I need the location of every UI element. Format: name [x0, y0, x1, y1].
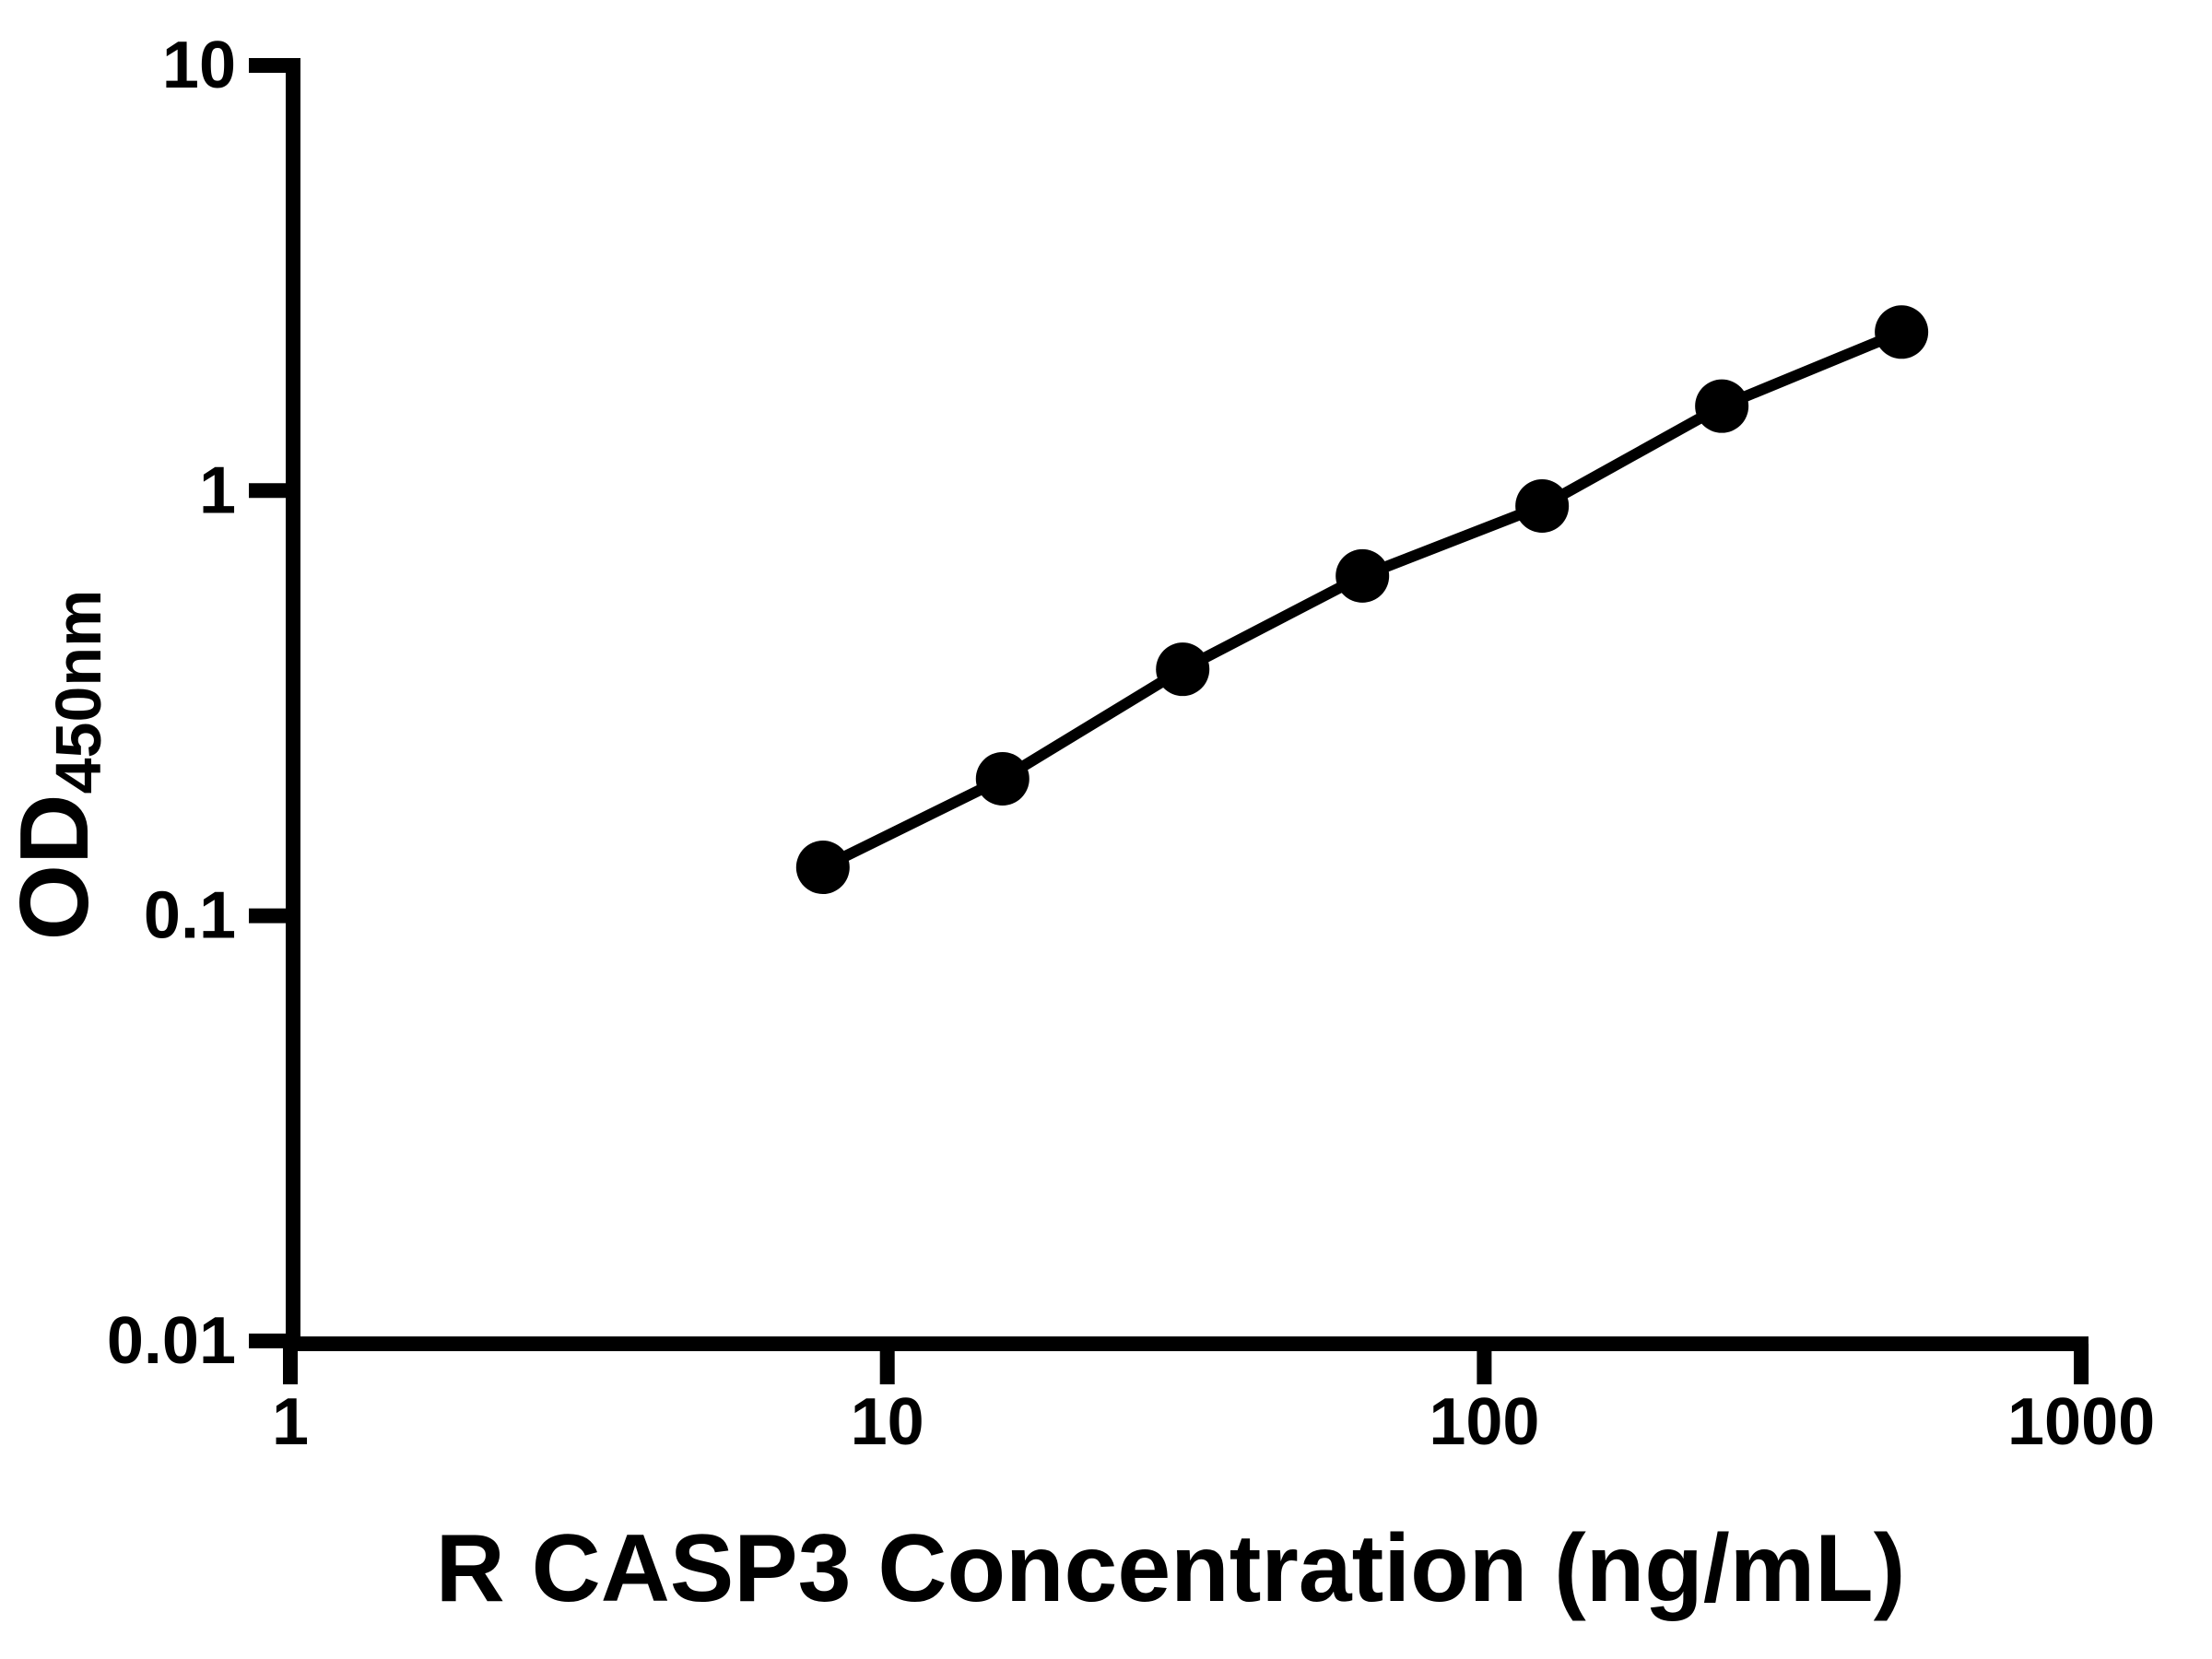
tick-labels-layer: 10 1 0.1 0.01 1 10 100 1000: [107, 29, 2155, 1459]
data-point: [1875, 305, 1929, 359]
y-tick-label: 1: [199, 453, 236, 527]
x-tick-label: 1: [272, 1385, 309, 1459]
x-tick-label: 1000: [2007, 1385, 2155, 1459]
data-point: [1335, 548, 1390, 603]
y-axis-title-subscript: 450nm: [42, 590, 114, 794]
x-axis-title: R CASP3 Concentration (ng/mL): [436, 1515, 1906, 1622]
x-tick-label: 10: [851, 1385, 924, 1459]
data-point: [795, 841, 850, 895]
data-point: [1515, 479, 1570, 534]
y-tick-label: 10: [162, 29, 236, 102]
data-point: [975, 751, 1030, 806]
data-point: [1695, 379, 1749, 433]
x-tick-label: 100: [1429, 1385, 1539, 1459]
y-tick-label: 0.1: [144, 879, 236, 953]
y-axis-title: OD450nm: [0, 590, 114, 941]
y-tick-label: 0.01: [107, 1304, 236, 1378]
ticks-layer: [249, 58, 2089, 1384]
axes-layer: [286, 58, 2088, 1351]
y-axis-title-main: OD: [0, 794, 109, 940]
data-point: [1156, 642, 1210, 697]
series-layer: [795, 305, 1929, 895]
